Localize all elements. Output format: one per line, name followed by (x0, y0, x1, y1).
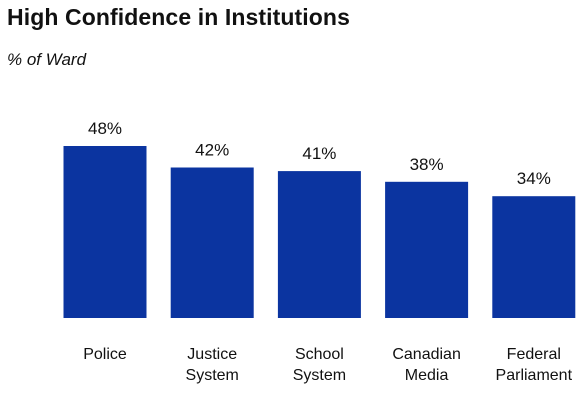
chart-subtitle: % of Ward (7, 50, 87, 69)
category-label-2-line-0: School (295, 346, 344, 363)
category-label-3-line-0: Canadian (392, 346, 461, 363)
bar-3 (385, 181, 469, 318)
value-label-4: 34% (517, 169, 551, 188)
category-labels-group: Police Justice System School System Canadian M… (83, 346, 572, 384)
bar-0 (63, 146, 147, 318)
bar-2 (277, 171, 361, 318)
value-label-2: 41% (302, 144, 336, 163)
value-label-3: 38% (410, 155, 444, 174)
category-label-3-line-1: Media (405, 367, 449, 384)
bar-4 (492, 196, 576, 318)
bars-group (63, 146, 576, 318)
value-label-0: 48% (88, 119, 122, 138)
category-label-2-line-1: System (293, 367, 346, 384)
category-label-1-line-1: System (186, 367, 239, 384)
category-label-4-line-1: Parliament (496, 367, 573, 384)
category-label-1-line-0: Justice (187, 346, 237, 363)
chart-title: High Confidence in Institutions (7, 4, 350, 30)
value-labels-group: 48% 42% 41% 38% 34% (88, 119, 551, 188)
bar-1 (170, 167, 254, 318)
value-label-1: 42% (195, 141, 229, 160)
category-label-0-line-0: Police (83, 346, 127, 363)
category-label-4-line-0: Federal (507, 346, 561, 363)
